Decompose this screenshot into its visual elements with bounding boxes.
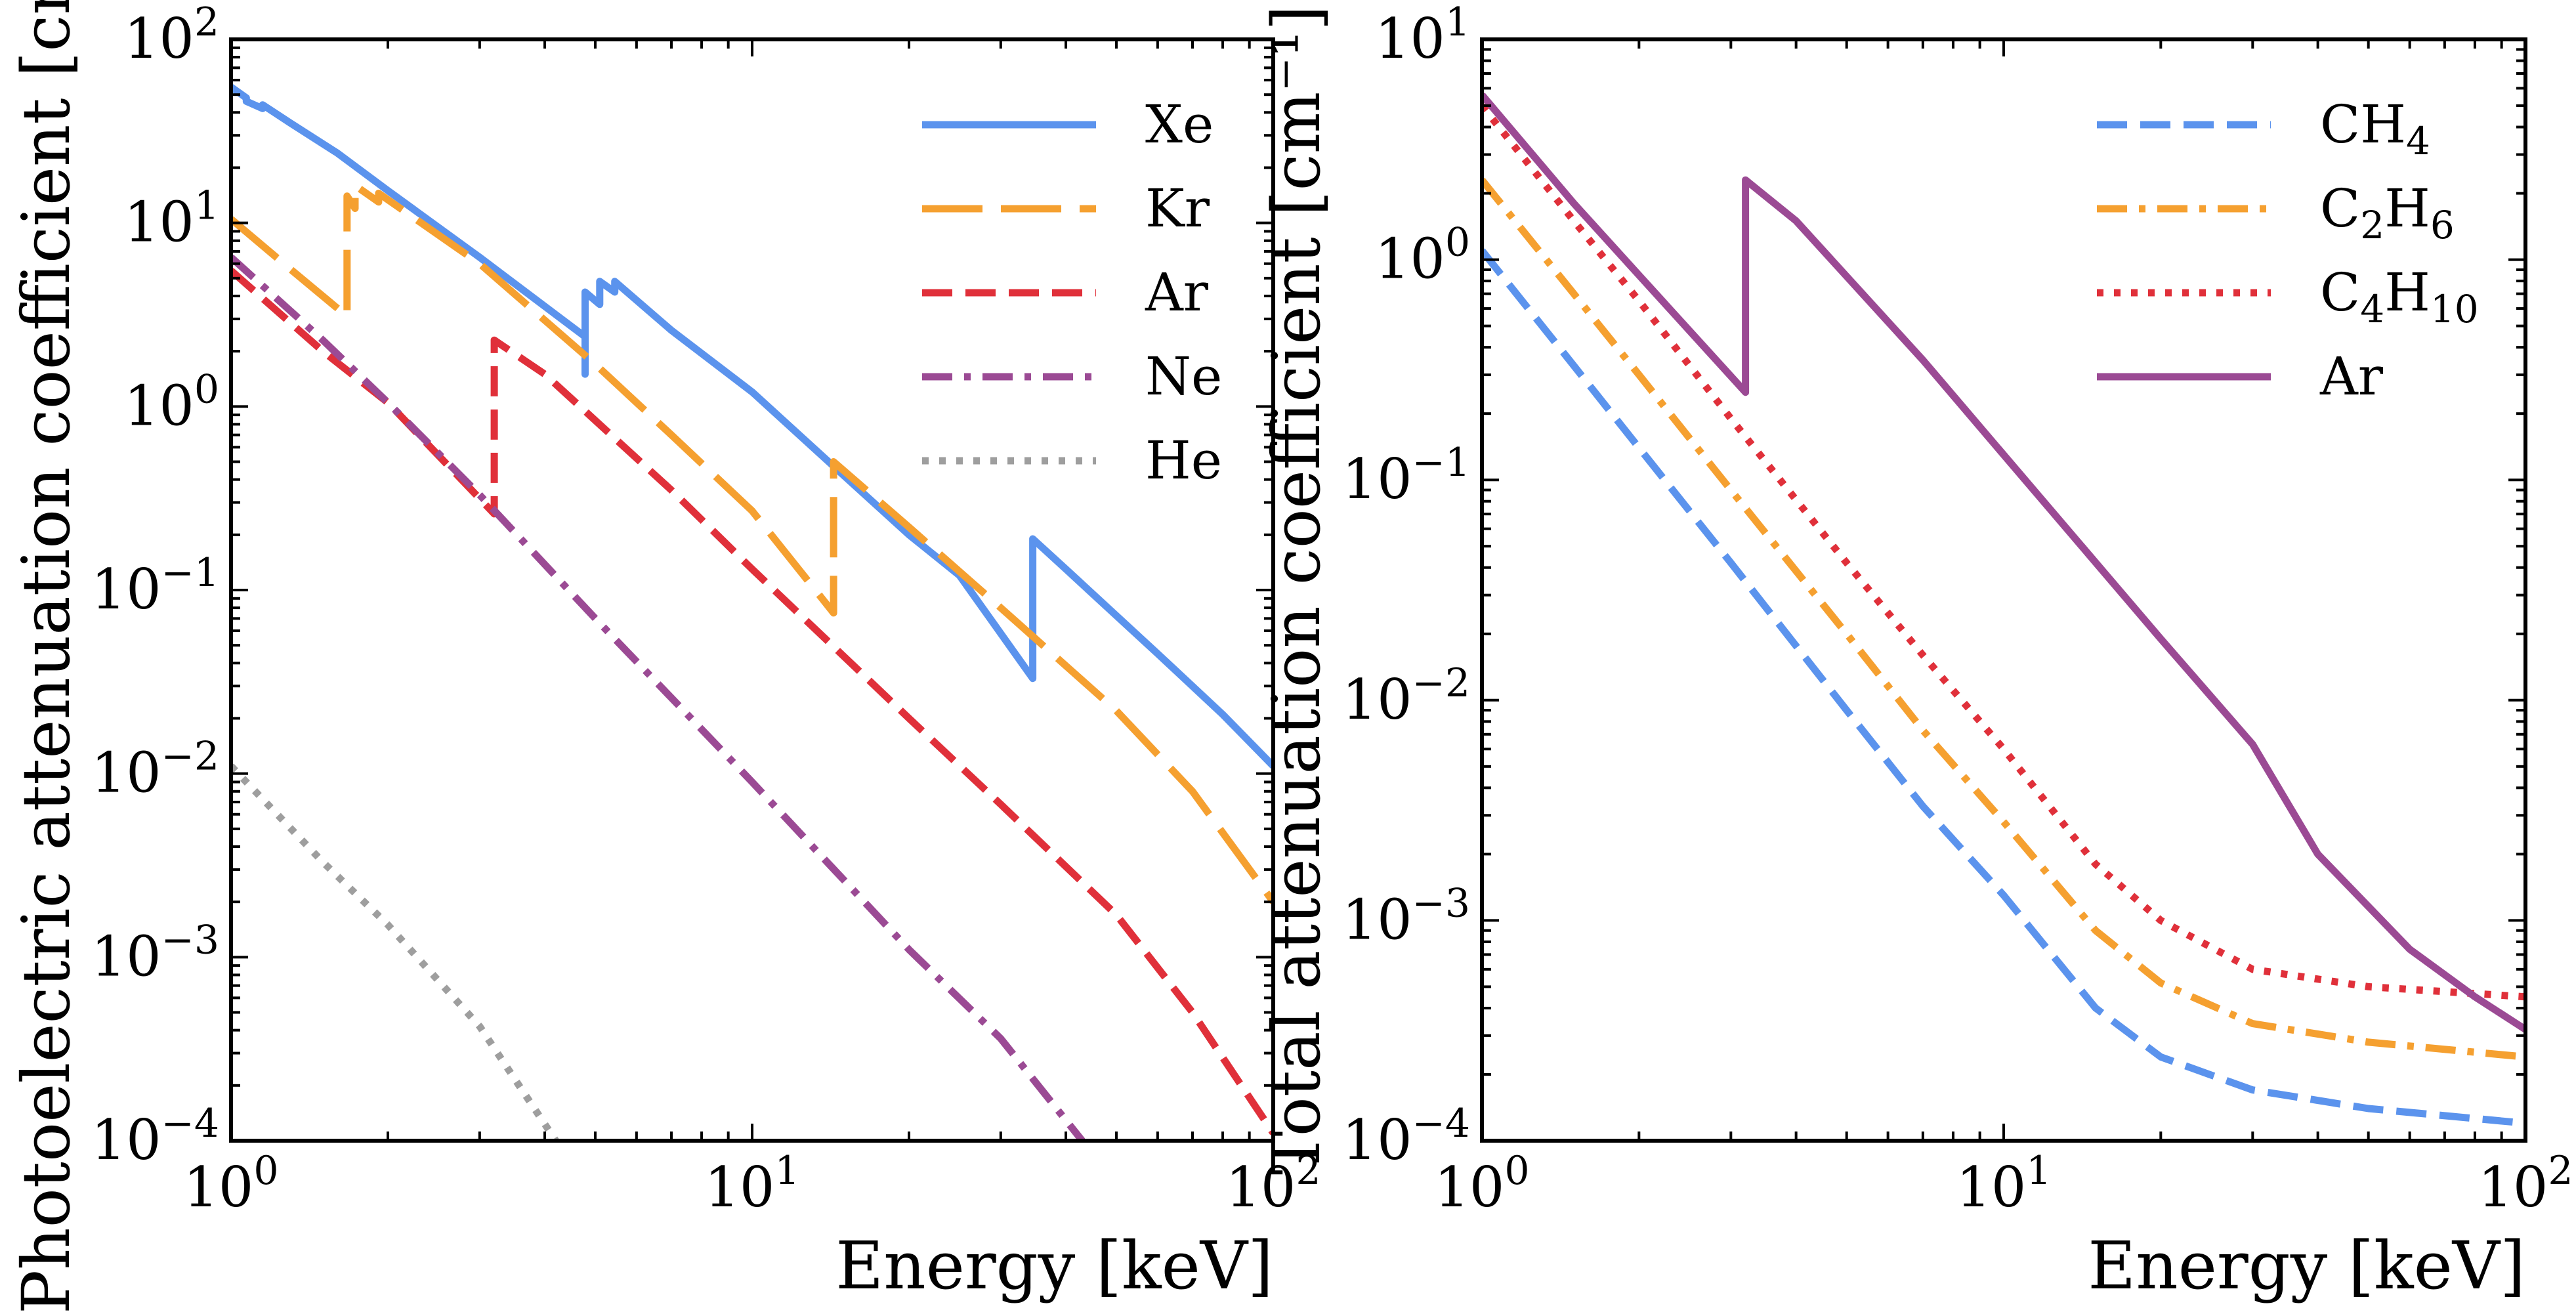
x-tick-label: 101: [704, 1148, 799, 1219]
series-line-Ar: [1482, 92, 2525, 1033]
series-line-CH₄: [1482, 248, 2525, 1127]
series-line-Ar: [231, 268, 1273, 1135]
y-tick-label: 10−4: [1342, 1101, 1470, 1172]
legend-label: Kr: [1145, 178, 1210, 239]
legend-label: Ar: [2319, 346, 2384, 407]
y-tick-label: 10−1: [91, 550, 219, 622]
y-tick-label: 10−3: [91, 917, 219, 988]
y-tick-label: 101: [124, 183, 219, 255]
y-tick-label: 10−2: [91, 734, 219, 805]
legend: CH4 C2H6 C4H10 Ar: [2097, 94, 2479, 407]
y-tick-label: 10−3: [1342, 880, 1470, 952]
series-line-C₂H₆: [1482, 177, 2525, 1061]
x-axis-label: Energy [keV]: [835, 1227, 1273, 1304]
series-group: [1482, 92, 2525, 1127]
y-axis-label: Total attenuation coefficient [cm⁻¹]: [1258, 5, 1335, 1175]
y-tick-label: 10−2: [1342, 660, 1470, 732]
series-line-Xe: [231, 84, 1273, 769]
x-axis-label: Energy [keV]: [2088, 1227, 2525, 1304]
legend-label: Ar: [1145, 262, 1209, 323]
y-tick-label: 102: [124, 0, 219, 71]
chart-panel-1: 100 101 102 10−4 10−3 10−2 10−1 100 101 102 Energy…: [8, 0, 1321, 1312]
x-tick-label: 101: [1956, 1148, 2051, 1219]
x-tick-label: 100: [1434, 1148, 1529, 1219]
y-axis-label: Photoelectric attenuation coefficient [c…: [8, 0, 85, 1312]
plot-frame: [229, 37, 1275, 1143]
x-tick-label: 102: [1225, 1148, 1320, 1219]
legend-label: C2H6: [2320, 178, 2455, 247]
legend-label: He: [1145, 430, 1222, 491]
series-group: [231, 84, 1273, 1141]
ticks: [230, 38, 1275, 1142]
legend: Xe Kr Ar Ne He: [922, 94, 1222, 491]
x-tick-label: 100: [183, 1148, 278, 1219]
y-tick-label: 10−1: [1342, 440, 1470, 511]
series-line-Ne: [231, 254, 1086, 1141]
plot-frame: [1480, 37, 2527, 1143]
legend-label: Ne: [1145, 346, 1222, 407]
chart-panel-2: 100 101 102 10−4 10−3 10−2 10−1 100 101 Energy [k…: [1258, 0, 2573, 1304]
legend-label: Xe: [1145, 94, 1214, 155]
y-tick-label: 100: [1375, 220, 1470, 291]
x-tick-label: 102: [2478, 1148, 2573, 1219]
legend-label: CH4: [2320, 94, 2430, 163]
y-tick-label: 101: [1375, 0, 1470, 71]
series-line-He: [231, 763, 559, 1141]
y-tick-label: 100: [124, 366, 219, 438]
y-tick-label: 10−4: [91, 1101, 219, 1172]
series-line-Kr: [231, 182, 1273, 904]
legend-label: C4H10: [2320, 262, 2479, 331]
